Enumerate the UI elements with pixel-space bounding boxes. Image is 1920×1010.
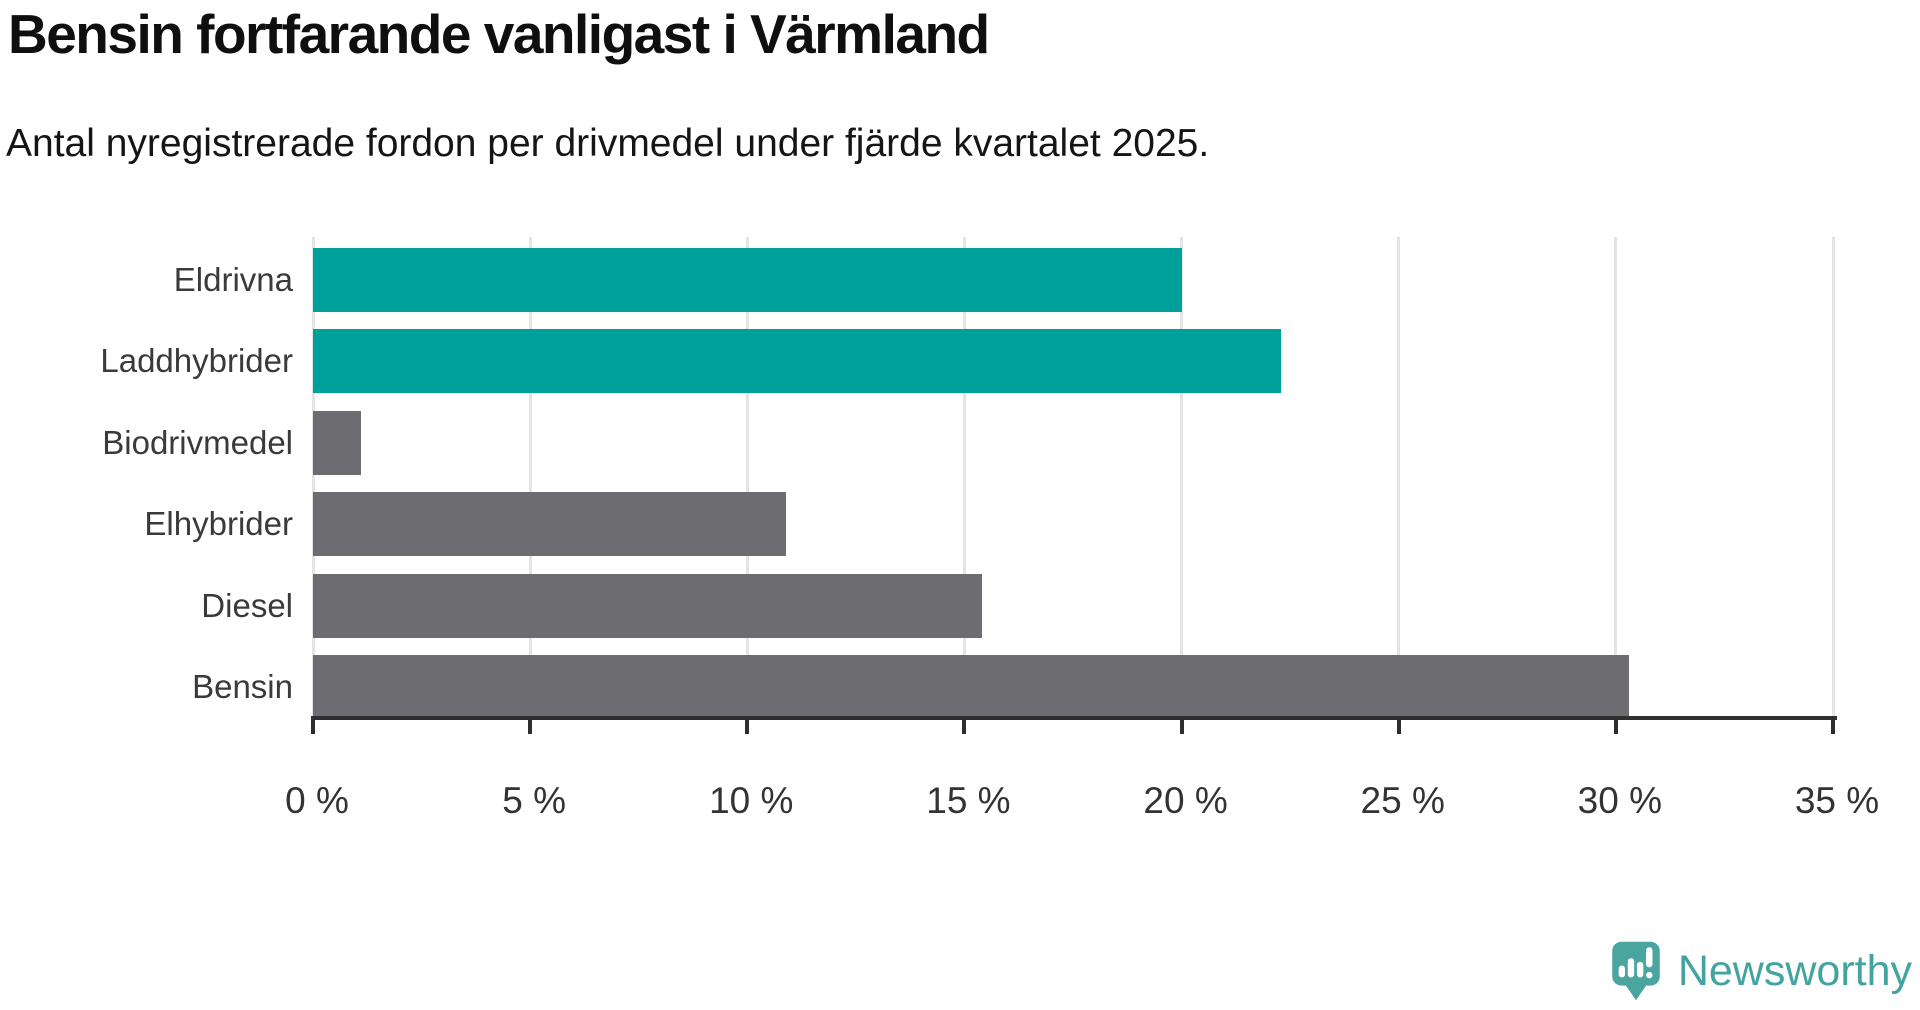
x-axis-tick-25: [1396, 720, 1401, 734]
newsworthy-logo: Newsworthy: [1608, 940, 1912, 1002]
gridline-10-percent: [745, 237, 749, 716]
x-axis-tick-20: [1179, 720, 1184, 734]
category-label-biodrivmedel: Biodrivmedel: [102, 424, 293, 461]
x-axis-tick-5: [528, 720, 533, 734]
category-label-diesel: Diesel: [201, 587, 293, 624]
chart-subtitle: Antal nyregistrerade fordon per drivmede…: [6, 122, 1210, 165]
category-label-elhybrider: Elhybrider: [144, 505, 293, 542]
gridline-25-percent: [1397, 237, 1401, 716]
x-axis-tick-label-15: 15 %: [926, 780, 1011, 821]
bar-laddhybrider: [313, 329, 1282, 393]
gridline-15-percent: [962, 237, 966, 716]
newsworthy-wordmark: Newsworthy: [1677, 946, 1912, 995]
x-axis-tick-label-30: 30 %: [1577, 780, 1663, 821]
x-axis-tick-10: [745, 720, 750, 734]
newsworthy-speech-bubble-bars-icon: [1612, 941, 1660, 1001]
x-axis-tick-label-5: 5 %: [502, 780, 567, 821]
x-axis-tick-label-25: 25 %: [1360, 780, 1445, 821]
x-axis-tick-0: [311, 720, 315, 734]
category-label-laddhybrider: Laddhybrider: [100, 342, 293, 379]
x-axis-tick-label-10: 10 %: [709, 780, 794, 821]
gridline-30-percent: [1614, 237, 1618, 716]
x-axis-tick-label-0: 0 %: [285, 780, 349, 821]
chart-title: Bensin fortfarande vanligast i Värmland: [8, 3, 990, 65]
bar-biodrivmedel: [313, 411, 361, 475]
gridline-5-percent: [528, 237, 532, 716]
bar-elhybrider: [313, 492, 787, 556]
gridline-0-percent: [311, 237, 315, 716]
x-axis-tick-35: [1831, 720, 1835, 734]
bar-bensin: [313, 655, 1629, 719]
gridline-35-percent: [1831, 237, 1835, 716]
bar-diesel: [313, 574, 982, 638]
x-axis-tick-15: [962, 720, 967, 734]
x-axis-tick-30: [1613, 720, 1618, 734]
bar-eldrivna: [313, 248, 1182, 312]
gridline-20-percent: [1180, 237, 1184, 716]
category-label-eldrivna: Eldrivna: [173, 261, 293, 298]
x-axis-tick-label-35: 35 %: [1794, 780, 1880, 821]
x-axis-tick-label-20: 20 %: [1143, 780, 1228, 821]
category-label-bensin: Bensin: [192, 668, 293, 705]
x-axis-line: [311, 716, 1837, 720]
